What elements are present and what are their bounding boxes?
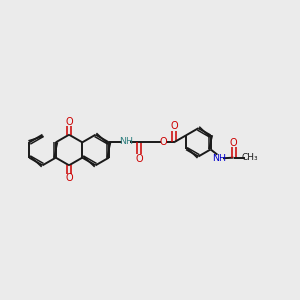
Text: CH₃: CH₃ [242, 153, 258, 162]
Text: O: O [135, 154, 143, 164]
Text: O: O [65, 117, 73, 127]
Text: NH: NH [212, 154, 226, 163]
Text: O: O [170, 121, 178, 131]
Text: O: O [230, 138, 237, 148]
Text: O: O [65, 173, 73, 183]
Text: NH: NH [119, 137, 133, 146]
Text: O: O [160, 137, 167, 147]
